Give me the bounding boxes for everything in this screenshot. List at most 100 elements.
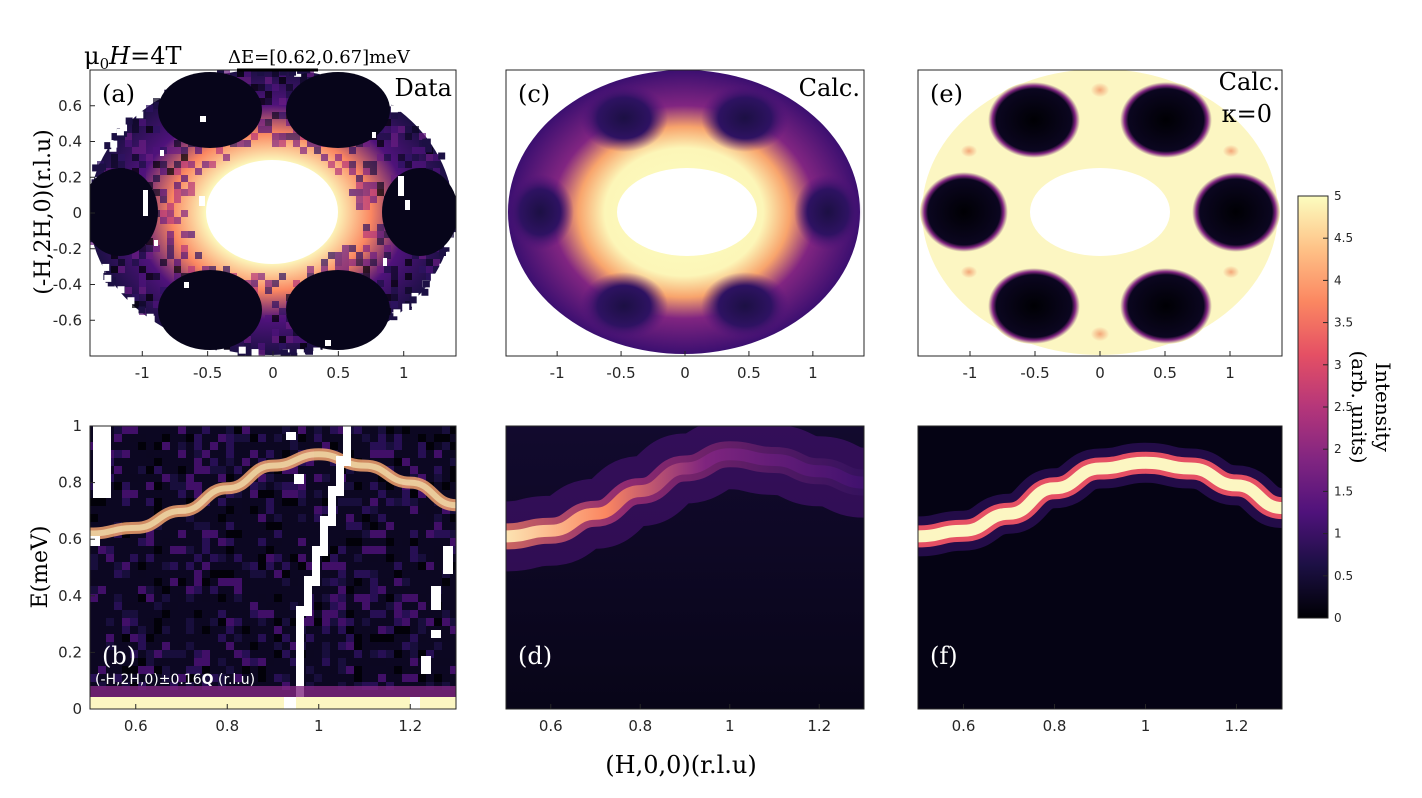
panel-a-center-hole	[206, 160, 338, 264]
panel-f-x-tick-label: 1	[1141, 717, 1151, 735]
panel-b-x-tick-label: 1	[314, 717, 324, 735]
panel-e-pockets	[920, 82, 1280, 344]
panel-c-x-tick-label: 1	[808, 364, 818, 382]
colorbar-tick-label: 2.5	[1334, 400, 1353, 414]
panel-f-dispersion-core	[918, 456, 1282, 543]
panel-a-y-tick-label: 0.2	[58, 168, 82, 186]
panel-a-x-tick-label: 0.5	[326, 364, 350, 382]
panel-e-label: (e)	[930, 80, 963, 108]
colorbar-tick-label: 5	[1334, 189, 1342, 203]
panel-e-corner-label-2: κ=0	[1222, 100, 1272, 128]
panel-a-x-ticks: -1 -0.5 0 0.5 1	[135, 351, 409, 382]
panel-a-y-tick-label: -0.4	[53, 276, 82, 294]
panel-e-corner-label-1: Calc.	[1219, 68, 1280, 96]
panel-c-label: (c)	[518, 80, 550, 108]
energy-window-label: ΔE=[0.62,0.67]meV	[228, 47, 411, 68]
panel-a-pockets	[90, 72, 456, 350]
panel-b-ylabel: E(meV)	[28, 526, 53, 609]
panel-b-noise	[90, 426, 456, 690]
panel-b-x-tick-label: 0.8	[215, 717, 239, 735]
panel-b-dispersion-core	[90, 451, 456, 537]
panel-b-y-tick-label: 0.2	[58, 643, 82, 661]
panel-e-x-ticks: -1 -0.5 0 0.5 1	[963, 351, 1235, 382]
panel-b-y-tick-label: 0.4	[58, 587, 82, 605]
colorbar-label-1: Intensity	[1371, 362, 1395, 452]
panel-a-y-tick-label: 0.4	[58, 133, 82, 151]
panel-a-masked-pixels	[143, 116, 410, 346]
colorbar-tick-label: 4	[1334, 273, 1342, 287]
panel-b-y-ticks: 1 0.8 0.6 0.4 0.2 0	[58, 417, 95, 718]
panel-b-x-tick-label: 0.6	[124, 717, 148, 735]
panel-e-satellite-dots	[961, 83, 1239, 341]
colorbar-tick-label: 2	[1334, 442, 1342, 456]
panel-d-x-tick-label: 0.6	[539, 717, 563, 735]
panel-c-x-ticks: -1 -0.5 0 0.5 1	[550, 351, 818, 382]
panel-f-x-tick-label: 0.6	[952, 717, 976, 735]
panel-e-x-tick-label: -1	[963, 364, 978, 382]
panel-a-ylabel: (-H,2H,0)(r.l.u)	[31, 129, 56, 294]
panel-c-corner-label: Calc.	[799, 74, 860, 102]
panel-b-x-ticks: 0.6 0.8 1 1.2	[124, 704, 422, 735]
panel-a-x-tick-label: -0.5	[193, 364, 222, 382]
panel-e-x-tick-label: 0.5	[1153, 364, 1177, 382]
panel-b-masked-strips	[90, 426, 453, 706]
panel-d-x-tick-label: 1	[725, 717, 735, 735]
panel-e-x-tick-label: 0	[1095, 364, 1105, 382]
panel-e-x-tick-label: -0.5	[1020, 364, 1049, 382]
panel-c-x-tick-label: 0.5	[737, 364, 761, 382]
panel-f: (f) 0.6 0.8 1 1.2	[917, 425, 1283, 735]
panel-a-corner-label: Data	[394, 74, 452, 102]
colorbar-tick-label: 0.5	[1334, 569, 1353, 583]
panel-e: (e) Calc. κ=0 -1 -0.5 0 0.5 1	[917, 68, 1283, 382]
colorbar-tick-label: 1.5	[1334, 484, 1353, 498]
panel-d-x-ticks: 0.6 0.8 1 1.2	[539, 704, 831, 735]
panel-c-x-tick-label: -1	[550, 364, 565, 382]
colorbar-tick-label: 0	[1334, 611, 1342, 625]
colorbar-label-2: (arb. units)	[1347, 350, 1371, 463]
shared-xlabel: (H,0,0)(r.l.u)	[605, 751, 756, 779]
panel-d-label: (d)	[518, 642, 552, 670]
panel-c: (c) Calc. -1 -0.5 0 0.5 1	[505, 69, 865, 382]
colorbar-tick-label: 3	[1334, 358, 1342, 372]
panel-a-y-ticks: 0.6 0.4 0.2 0 -0.2 -0.4 -0.6	[53, 97, 95, 329]
colorbar-tick-label: 3.5	[1334, 316, 1353, 330]
colorbar-tick-label: 1	[1334, 527, 1342, 541]
colorbar-tick-label: 4.5	[1334, 231, 1353, 245]
panel-d-x-tick-label: 1.2	[807, 717, 831, 735]
panel-d: (d) 0.6 0.8 1 1.2	[505, 425, 865, 735]
panel-a-y-tick-label: 0	[72, 204, 82, 222]
panel-d-x-tick-label: 0.8	[628, 717, 652, 735]
panel-a-x-tick-label: -1	[135, 364, 150, 382]
panel-b-y-tick-label: 0.8	[58, 474, 82, 492]
panel-f-x-tick-label: 0.8	[1043, 717, 1067, 735]
panel-a-y-tick-label: -0.2	[53, 240, 82, 258]
panel-d-dispersion-core	[506, 448, 864, 543]
panel-b-y-tick-label: 0.6	[58, 530, 82, 548]
panel-f-x-tick-label: 1.2	[1225, 717, 1249, 735]
panel-b-annotation: (-H,2H,0)±0.16Q (r.l.u)	[95, 672, 255, 688]
panel-c-x-tick-label: -0.5	[606, 364, 635, 382]
panel-a-y-tick-label: 0.6	[58, 97, 82, 115]
colorbar-ticks: 0 0.5 1 1.5 2 2.5 3 3.5 4 4.5 5	[1323, 189, 1353, 625]
panel-a: (a) Data -1 -0.5 0 0.5 1 0.6 0.4 0.2 0 -0.2 -0.4 -…	[53, 69, 457, 382]
panel-e-center-hole	[1030, 168, 1170, 256]
field-label: μ0H=4T	[84, 42, 181, 73]
panel-b-bottom-bright-row	[90, 697, 456, 709]
panel-f-label: (f)	[930, 642, 958, 670]
panel-c-pockets	[506, 84, 862, 340]
colorbar: 0 0.5 1 1.5 2 2.5 3 3.5 4 4.5 5 Intensity (arb. un…	[1297, 189, 1395, 625]
panel-a-label: (a)	[102, 80, 135, 108]
panel-e-x-tick-label: 1	[1225, 364, 1235, 382]
panel-a-y-tick-label: -0.6	[53, 311, 82, 329]
panel-f-x-ticks: 0.6 0.8 1 1.2	[952, 704, 1249, 735]
panel-b-y-tick-label: 0	[72, 700, 82, 718]
panel-b-y-tick-label: 1	[72, 417, 82, 435]
panel-b-x-tick-label: 1.2	[398, 717, 422, 735]
panel-a-x-tick-label: 1	[399, 364, 409, 382]
panel-b-label: (b)	[102, 642, 136, 670]
panel-c-center-hole	[617, 168, 757, 256]
panel-c-x-tick-label: 0	[680, 364, 690, 382]
panel-b: (b) (-H,2H,0)±0.16Q (r.l.u) 0.6 0.8 1 1.2 1…	[58, 417, 457, 735]
panel-a-x-tick-label: 0	[268, 364, 278, 382]
